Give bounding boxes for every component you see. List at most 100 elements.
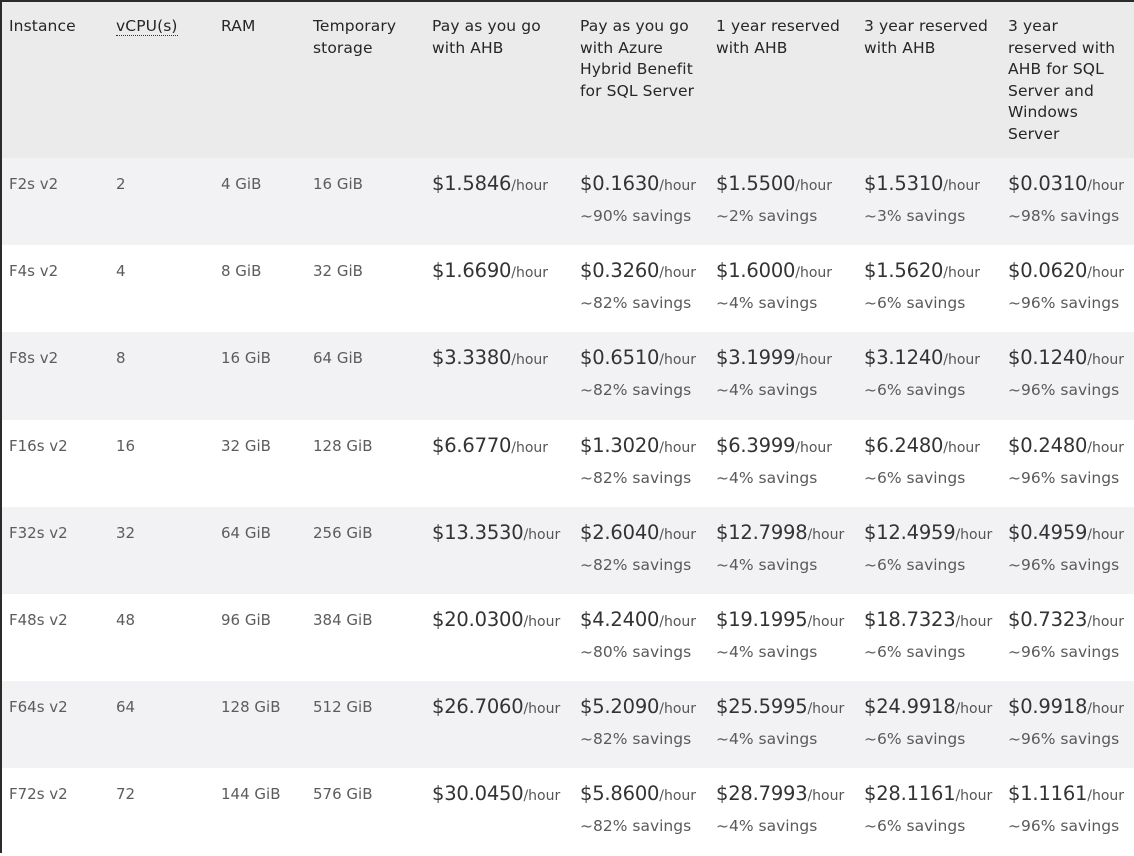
payg-ahb-price: $6.6770/hour [432, 434, 566, 457]
storage-cell: 384 GiB [313, 610, 373, 629]
reserved-3yr-sql-windows-price: $0.2480/hour [1008, 434, 1127, 457]
reserved-3yr-sql-windows-price: $0.9918/hour [1008, 695, 1127, 718]
reserved-3yr-savings: ~6% savings [864, 555, 966, 574]
header-3yr-reserved-ahb-sql-windows: 3 year reserved with AHB for SQL Server … [1008, 17, 1116, 143]
price-unit: /hour [659, 178, 697, 194]
reserved-1yr-price: $6.3999/hour [716, 434, 850, 457]
table-row: F16s v2 16 32 GiB 128 GiB $6.6770/hour $1.302… [2, 419, 1134, 507]
price-amount: $13.3530 [432, 520, 524, 544]
price-amount: $1.3020 [580, 433, 660, 457]
reserved-1yr-cell: $1.6000/hour ~4% savings [709, 245, 857, 332]
price-amount: $4.2400 [580, 607, 660, 631]
vcpu-cell: 72 [116, 785, 136, 804]
payg-ahb-sql-cell: $0.1630/hour ~90% savings [573, 158, 709, 245]
payg-ahb-sql-savings: ~82% savings [580, 294, 692, 313]
price-amount: $0.7323 [1008, 607, 1088, 631]
price-unit: /hour [795, 178, 833, 194]
price-amount: $1.6000 [716, 259, 796, 283]
table-header: Instance vCPU(s) RAM Temporary storage P… [2, 2, 1134, 158]
price-amount: $6.2480 [864, 433, 944, 457]
reserved-1yr-savings: ~4% savings [716, 642, 818, 661]
price-unit: /hour [955, 788, 993, 805]
payg-ahb-cell: $1.5846/hour [425, 158, 573, 245]
reserved-1yr-savings: ~4% savings [716, 555, 818, 574]
reserved-3yr-price: $12.4959/hour [864, 521, 994, 544]
instance-cell: F8s v2 [9, 349, 59, 368]
price-amount: $19.1995 [716, 607, 808, 631]
reserved-1yr-price: $12.7998/hour [716, 521, 850, 544]
table-row: F2s v2 2 4 GiB 16 GiB $1.5846/hour $0.1630/ho… [2, 158, 1134, 246]
payg-ahb-sql-savings: ~82% savings [580, 817, 692, 836]
price-amount: $0.0310 [1008, 172, 1088, 195]
payg-ahb-cell: $3.3380/hour [425, 332, 573, 419]
reserved-3yr-sql-windows-price: $0.1240/hour [1008, 346, 1127, 369]
reserved-3yr-price: $1.5310/hour [864, 172, 994, 195]
reserved-3yr-sql-windows-price: $1.1161/hour [1008, 782, 1127, 805]
storage-cell: 512 GiB [313, 698, 373, 717]
reserved-3yr-sql-windows-price: $0.0620/hour [1008, 259, 1127, 282]
table-row: F4s v2 4 8 GiB 32 GiB $1.6690/hour $0.3260/ho… [2, 245, 1134, 333]
price-amount: $1.5620 [864, 259, 944, 283]
price-amount: $0.6510 [580, 346, 660, 370]
vcpu-cell: 16 [116, 436, 136, 455]
payg-ahb-cell: $1.6690/hour [425, 245, 573, 332]
instance-cell: F72s v2 [9, 785, 68, 804]
header-vcpus: vCPU(s) [109, 2, 214, 158]
header-1yr-reserved-ahb: 1 year reserved with AHB [716, 17, 840, 57]
ram-cell: 8 GiB [221, 262, 262, 281]
payg-ahb-sql-savings: ~82% savings [580, 555, 692, 574]
reserved-3yr-savings: ~6% savings [864, 294, 966, 313]
reserved-3yr-price: $28.1161/hour [864, 782, 994, 805]
payg-ahb-cell: $13.3530/hour [425, 507, 573, 594]
payg-ahb-sql-savings: ~80% savings [580, 642, 692, 661]
reserved-3yr-sql-windows-cell: $0.0620/hour ~96% savings [1001, 245, 1134, 332]
vcpu-cell: 64 [116, 698, 136, 717]
price-unit: /hour [511, 439, 549, 456]
payg-ahb-sql-cell: $1.3020/hour ~82% savings [573, 420, 709, 507]
payg-ahb-sql-price: $2.6040/hour [580, 521, 702, 544]
reserved-1yr-savings: ~4% savings [716, 817, 818, 836]
reserved-3yr-savings: ~6% savings [864, 642, 966, 661]
price-amount: $24.9918 [864, 695, 956, 719]
price-unit: /hour [795, 439, 833, 456]
reserved-1yr-price: $1.5500/hour [716, 172, 850, 195]
price-unit: /hour [955, 701, 993, 718]
reserved-3yr-cell: $1.5620/hour ~6% savings [857, 245, 1001, 332]
price-unit: /hour [523, 788, 561, 805]
reserved-3yr-price: $6.2480/hour [864, 434, 994, 457]
reserved-3yr-sql-windows-savings: ~96% savings [1008, 730, 1120, 749]
vcpu-abbreviation: vCPU(s) [116, 17, 178, 36]
payg-ahb-sql-price: $5.8600/hour [580, 782, 702, 805]
instance-cell: F64s v2 [9, 698, 68, 717]
price-unit: /hour [1087, 352, 1125, 369]
payg-ahb-sql-savings: ~90% savings [580, 207, 692, 225]
price-amount: $3.1240 [864, 346, 944, 370]
vcpu-cell: 48 [116, 610, 136, 629]
price-amount: $3.3380 [432, 346, 512, 370]
payg-ahb-sql-cell: $5.8600/hour ~82% savings [573, 768, 709, 855]
price-unit: /hour [807, 701, 845, 718]
price-unit: /hour [523, 613, 561, 630]
price-unit: /hour [1087, 265, 1125, 282]
ram-cell: 144 GiB [221, 785, 281, 804]
price-amount: $0.3260 [580, 259, 660, 283]
reserved-3yr-sql-windows-price: $0.0310/hour [1008, 172, 1127, 195]
reserved-3yr-sql-windows-price: $0.4959/hour [1008, 521, 1127, 544]
storage-cell: 16 GiB [313, 175, 363, 193]
reserved-3yr-sql-windows-savings: ~96% savings [1008, 817, 1120, 836]
reserved-1yr-savings: ~2% savings [716, 207, 818, 225]
payg-ahb-price: $20.0300/hour [432, 608, 566, 631]
reserved-3yr-savings: ~3% savings [864, 207, 966, 225]
reserved-1yr-price: $25.5995/hour [716, 695, 850, 718]
price-unit: /hour [523, 701, 561, 718]
reserved-3yr-cell: $1.5310/hour ~3% savings [857, 158, 1001, 245]
price-unit: /hour [511, 265, 549, 282]
reserved-1yr-cell: $28.7993/hour ~4% savings [709, 768, 857, 855]
price-unit: /hour [1087, 613, 1125, 630]
reserved-1yr-cell: $25.5995/hour ~4% savings [709, 681, 857, 768]
reserved-3yr-price: $24.9918/hour [864, 695, 994, 718]
price-amount: $6.3999 [716, 433, 796, 457]
payg-ahb-sql-cell: $2.6040/hour ~82% savings [573, 507, 709, 594]
reserved-3yr-cell: $24.9918/hour ~6% savings [857, 681, 1001, 768]
